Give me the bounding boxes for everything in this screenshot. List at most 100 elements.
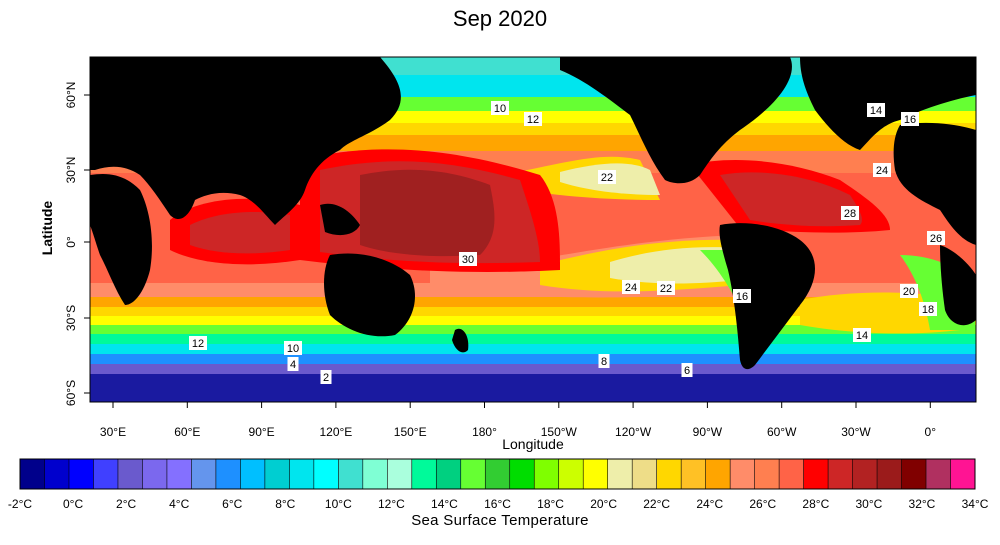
colorbar-tick-label: 34°C [962, 497, 989, 511]
colorbar-title: Sea Surface Temperature [411, 512, 589, 529]
longitude-tick-label: 120°W [615, 425, 652, 439]
contour-label-box [900, 284, 918, 298]
contour-label: 18 [922, 304, 934, 316]
contour-label: 12 [527, 114, 539, 126]
longitude-axis-title: Longitude [502, 436, 564, 452]
colorbar-swatch [950, 459, 976, 489]
colorbar-swatch [485, 459, 511, 489]
latitude-tick-label: 60°N [64, 82, 78, 109]
contour-label: 24 [625, 282, 637, 294]
band-south-blue [90, 354, 976, 364]
longitude-tick-label: 60°E [174, 425, 200, 439]
colorbar-swatch [705, 459, 731, 489]
colorbar-swatch [338, 459, 364, 489]
colorbar-swatch [142, 459, 168, 489]
band-south-violet [90, 364, 976, 374]
caribbean-warm-core [720, 172, 862, 227]
colorbar-swatch [803, 459, 829, 489]
colorbar-swatch [681, 459, 707, 489]
longitude-tick-label: 30°W [841, 425, 871, 439]
contour-label-box [733, 289, 751, 303]
longitude-tick-label: 0° [925, 425, 937, 439]
colorbar-swatch [779, 459, 805, 489]
colorbar-tick-label: 4°C [169, 497, 189, 511]
australia-landmass [324, 253, 415, 337]
contour-label: 26 [930, 233, 942, 245]
colorbar-tick-label: 18°C [537, 497, 564, 511]
colorbar-swatch [117, 459, 143, 489]
contour-label-box [901, 112, 919, 126]
southern-africa-landmass [940, 245, 976, 326]
longitude-tick-label: 150°E [394, 425, 427, 439]
colorbar-swatch [387, 459, 413, 489]
longitude-tick-label: 30°E [100, 425, 126, 439]
band-south-mint [90, 334, 976, 344]
contour-label: 30 [462, 254, 474, 266]
colorbar-tick-label: 16°C [484, 497, 511, 511]
colorbar-tick-label: 30°C [855, 497, 882, 511]
colorbar-tick-label: 10°C [325, 497, 352, 511]
band-south-gold [90, 307, 976, 316]
contour-label-box [873, 163, 891, 177]
contour-label: 14 [856, 330, 868, 342]
longitude-tick-label: 90°W [693, 425, 723, 439]
colorbar [19, 458, 976, 490]
colorbar-swatch [754, 459, 780, 489]
contour-label: 16 [736, 291, 748, 303]
contour-label: 22 [660, 283, 672, 295]
longitude-tick-label: 90°E [249, 425, 275, 439]
contour-label-box [867, 103, 885, 117]
colorbar-swatch [264, 459, 290, 489]
colorbar-tick-label: 28°C [802, 497, 829, 511]
band-south-orange [90, 297, 976, 307]
map-title: Sep 2020 [452, 6, 548, 31]
contour-label-box [853, 328, 871, 342]
colorbar-swatch [730, 459, 756, 489]
contour-label: 10 [494, 103, 506, 115]
contour-label-box [841, 206, 859, 220]
contour-label: 8 [601, 356, 607, 368]
contour-label-box [284, 341, 302, 355]
indian-warm-core [190, 212, 290, 254]
contour-label-box [657, 281, 675, 295]
colorbar-swatch [240, 459, 266, 489]
contour-label-box [598, 170, 616, 184]
colorbar-swatch [215, 459, 241, 489]
contour-label-box [681, 363, 693, 377]
colorbar-swatch [191, 459, 217, 489]
colorbar-tick-label: 12°C [378, 497, 405, 511]
longitude-axis: 30°E 60°E 90°E 120°E 150°E 180° 150°W 120°W 90°W… [100, 402, 936, 439]
colorbar-swatch [436, 459, 462, 489]
contour-label-box [919, 302, 937, 316]
colorbar-swatch [93, 459, 119, 489]
borneo-landmass [320, 203, 360, 236]
colorbar-swatch [632, 459, 658, 489]
longitude-tick-label: 60°W [767, 425, 797, 439]
contour-label: 22 [601, 172, 613, 184]
contour-label-box [524, 112, 542, 126]
band-south-cyan [90, 344, 976, 354]
band-southern-ocean [90, 374, 976, 402]
contour-label-box [491, 101, 509, 115]
contour-label: 16 [904, 114, 916, 126]
colorbar-swatch [926, 459, 952, 489]
colorbar-tick-label: 32°C [909, 497, 936, 511]
colorbar-tick-label: 14°C [431, 497, 458, 511]
colorbar-swatch [852, 459, 878, 489]
contour-label-box [622, 280, 640, 294]
contour-label: 6 [684, 365, 690, 377]
contour-label: 12 [192, 338, 204, 350]
colorbar-swatch [509, 459, 535, 489]
contour-label: 4 [290, 359, 296, 371]
colorbar-swatch [362, 459, 388, 489]
colorbar-tick-label: 24°C [696, 497, 723, 511]
latitude-axis-title: Latitude [39, 201, 55, 256]
west-africa-landmass [893, 122, 976, 245]
contour-label-box [459, 252, 477, 266]
contour-label-box [320, 370, 332, 384]
contour-label: 28 [844, 208, 856, 220]
colorbar-tick-label: 6°C [222, 497, 242, 511]
longitude-tick-label: 180° [472, 425, 497, 439]
longitude-tick-label: 150°W [541, 425, 578, 439]
